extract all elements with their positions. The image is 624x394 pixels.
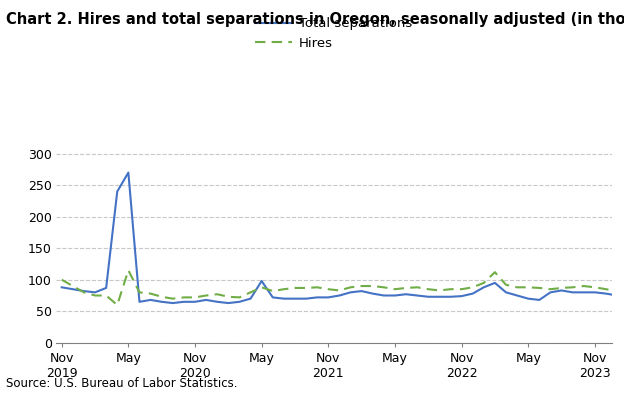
Text: Chart 2. Hires and total separations in Oregon, seasonally adjusted (in thousand: Chart 2. Hires and total separations in … — [6, 12, 624, 27]
Legend: Total separations, Hires: Total separations, Hires — [255, 17, 412, 50]
Total separations — [246, 296, 255, 301]
Line: Total separations: Total separations — [62, 173, 624, 303]
Total separations — [269, 295, 276, 300]
Line: Hires: Hires — [62, 270, 624, 305]
Total separations — [191, 299, 198, 304]
Total separations — [302, 296, 310, 301]
Total separations — [491, 281, 499, 285]
Total separations — [125, 170, 132, 175]
Hires — [491, 270, 499, 275]
Hires — [302, 286, 310, 290]
Total separations — [291, 296, 299, 301]
Total separations — [58, 285, 66, 290]
Hires — [114, 303, 121, 307]
Total separations — [169, 301, 177, 305]
Hires — [58, 277, 66, 282]
Hires — [191, 295, 198, 300]
Hires — [125, 268, 132, 273]
Text: Source: U.S. Bureau of Labor Statistics.: Source: U.S. Bureau of Labor Statistics. — [6, 377, 238, 390]
Hires — [246, 290, 255, 295]
Hires — [269, 289, 276, 294]
Hires — [291, 286, 299, 290]
